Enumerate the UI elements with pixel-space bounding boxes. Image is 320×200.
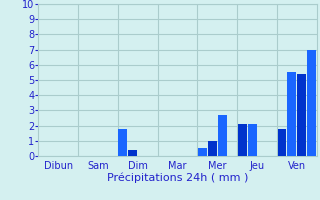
Bar [118,129,127,156]
Bar [198,148,207,156]
Bar [287,72,296,156]
Bar [277,129,286,156]
Bar [248,124,257,156]
Bar [238,124,247,156]
Bar [307,50,316,156]
Bar [208,141,217,156]
X-axis label: Précipitations 24h ( mm ): Précipitations 24h ( mm ) [107,172,248,183]
Bar [128,150,137,156]
Bar [297,74,306,156]
Bar [218,115,227,156]
